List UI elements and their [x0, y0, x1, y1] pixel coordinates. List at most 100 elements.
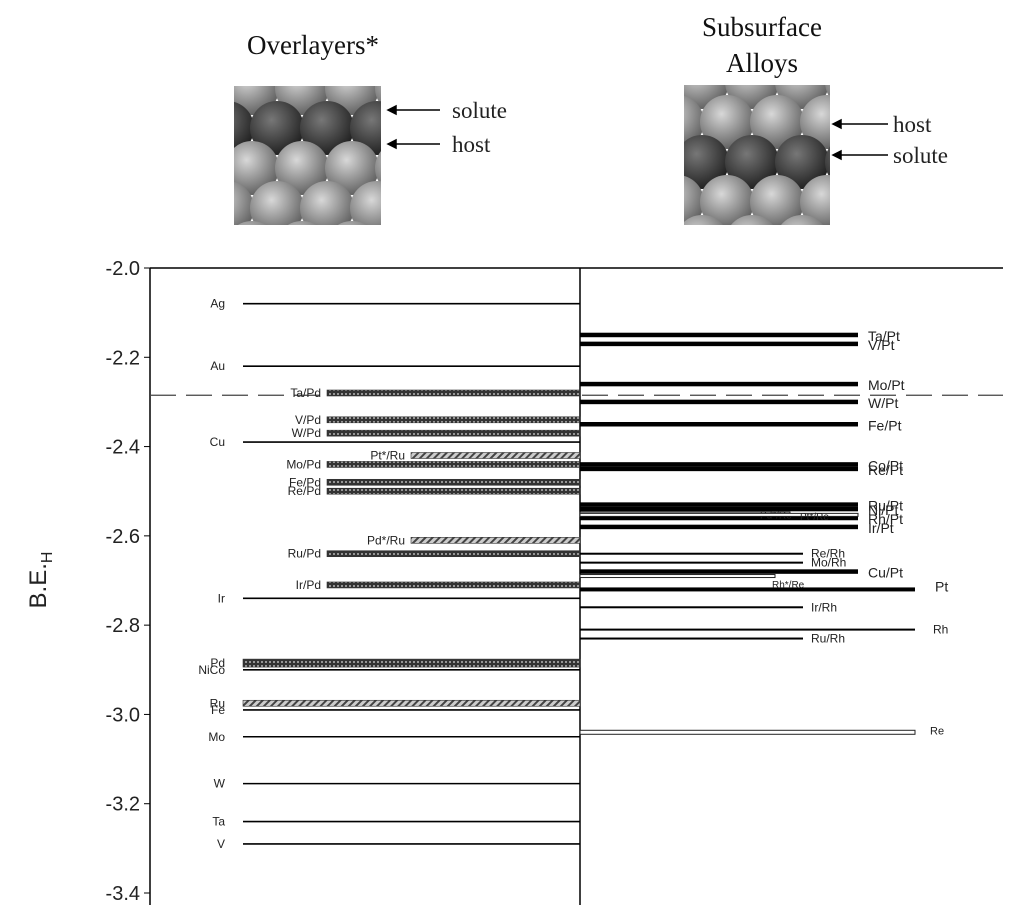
level-label: Ir	[218, 591, 225, 605]
subsurface-image	[625, 55, 904, 269]
y-axis-label-sub: H	[39, 552, 56, 564]
level-label: Pt*/Ru	[370, 449, 405, 463]
y-tick-label: -2.2	[106, 347, 140, 369]
level-label: Mo/Pd	[286, 457, 321, 471]
level-bar	[327, 582, 580, 588]
atom	[225, 221, 279, 275]
level-bar	[580, 400, 858, 405]
level-label: W/Pt	[868, 395, 898, 411]
atom	[325, 221, 379, 275]
level-bar	[327, 479, 580, 485]
page: solute host host solute B.E.H -3.4 -3.2 -3…	[0, 0, 1015, 905]
chart: solute host host solute B.E.H -3.4 -3.2 -3…	[0, 0, 1015, 905]
level-bar	[327, 461, 580, 467]
atom	[200, 181, 254, 235]
annotation: host	[893, 112, 932, 137]
level-bar	[580, 638, 803, 640]
level-bar	[580, 730, 915, 734]
level-bar	[243, 659, 580, 667]
level-bar	[580, 462, 858, 467]
atom	[825, 215, 879, 269]
annotation: host	[452, 132, 491, 157]
level-label: W/Pd	[292, 426, 321, 440]
level-label: Mo/Pt	[868, 377, 905, 393]
panel-title: Overlayers*	[213, 27, 413, 63]
level-bar	[327, 430, 580, 436]
atom	[400, 101, 454, 155]
level-label: Ru/Pd	[288, 547, 321, 561]
level-bar	[580, 587, 915, 591]
atom	[375, 221, 429, 275]
level-label: Ta	[212, 815, 225, 829]
level-label: Pd*/Ru	[367, 533, 405, 547]
level-label: Re/Pd	[288, 484, 321, 498]
level-bar	[580, 629, 915, 631]
atom	[175, 61, 229, 115]
atom	[675, 215, 729, 269]
level-label: NiCo	[198, 663, 225, 677]
level-label: Mo/Rh	[811, 556, 846, 570]
level-bar	[327, 390, 580, 396]
level-bar	[327, 488, 580, 494]
level-bar	[580, 502, 858, 507]
level-label: Mo	[208, 730, 225, 744]
level-bar	[411, 453, 580, 459]
atom	[300, 181, 354, 235]
y-tick-label: -2.6	[106, 526, 140, 548]
level-bar	[580, 507, 858, 512]
atom	[175, 141, 229, 195]
level-bar	[580, 553, 803, 555]
level-bar	[580, 575, 775, 578]
level-label: Ru/Rh	[811, 632, 845, 646]
level-label: Pt	[935, 578, 948, 594]
level-label: Ir/Pt	[868, 520, 894, 536]
atom	[725, 215, 779, 269]
atom	[625, 215, 679, 269]
atom	[625, 55, 679, 109]
level-bar	[580, 342, 858, 347]
atom	[250, 181, 304, 235]
y-axis-label-main: B.E.	[25, 563, 52, 608]
level-bar	[327, 551, 580, 557]
level-label: Rh*/Re	[772, 580, 805, 591]
atom	[400, 181, 454, 235]
y-tick-label: -3.2	[106, 794, 140, 816]
y-tick-label: -3.0	[106, 704, 140, 726]
level-label: Fe	[211, 703, 225, 717]
level-label: V/Pt	[868, 337, 895, 353]
level-label: Rh	[933, 623, 948, 637]
level-bar	[580, 562, 803, 564]
atom	[275, 221, 329, 275]
level-label: V	[217, 837, 225, 851]
atom	[775, 215, 829, 269]
panel-title: Subsurface Alloys	[682, 9, 842, 81]
y-tick-label: -3.4	[106, 883, 140, 905]
atom	[375, 61, 429, 115]
atom	[625, 135, 679, 189]
level-bar	[580, 606, 803, 608]
level-label: Ag	[210, 297, 225, 311]
atom	[850, 175, 904, 229]
annotation: solute	[452, 98, 507, 123]
level-label: Ir/Pd	[296, 578, 321, 592]
atom	[825, 135, 879, 189]
y-tick-label: -2.0	[106, 258, 140, 280]
level-label: Cu/Pt	[868, 565, 903, 581]
atom	[175, 221, 229, 275]
level-label: Ta/Pd	[290, 386, 321, 400]
level-bar	[580, 467, 858, 472]
atom	[375, 141, 429, 195]
y-axis-label: B.E.H	[25, 552, 56, 609]
annotation: solute	[893, 143, 948, 168]
level-bar	[580, 569, 858, 574]
level-label: Pt*/Re	[800, 512, 829, 523]
level-bar	[580, 525, 858, 530]
level-label: Re/Pt	[868, 462, 903, 478]
level-bar	[327, 417, 580, 423]
y-tick-label: -2.8	[106, 615, 140, 637]
level-bar	[411, 537, 580, 543]
level-bar	[580, 422, 858, 427]
y-tick-label: -2.4	[106, 437, 140, 459]
atom	[350, 181, 404, 235]
level-bar	[580, 333, 858, 338]
